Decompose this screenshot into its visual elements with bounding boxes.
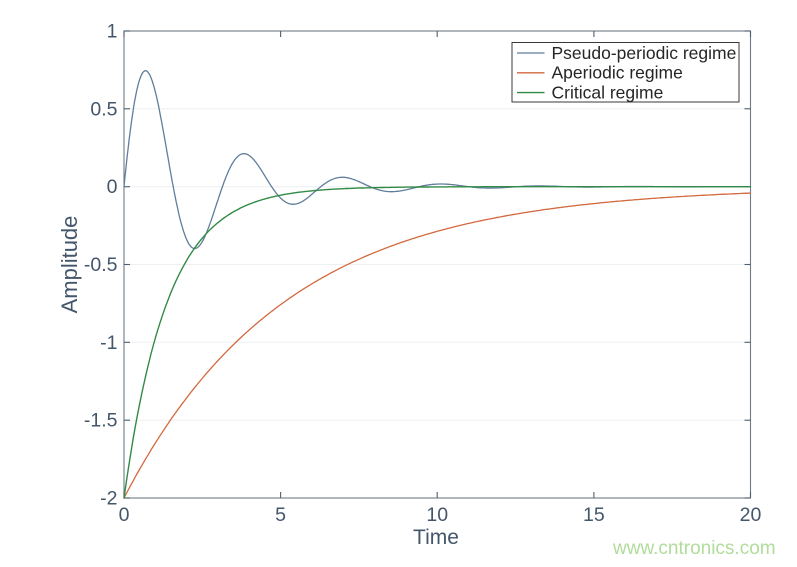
- svg-text:15: 15: [583, 504, 605, 526]
- svg-text:-2: -2: [100, 488, 117, 510]
- svg-text:Aperiodic regime: Aperiodic regime: [552, 63, 683, 83]
- svg-text:0: 0: [107, 176, 118, 198]
- svg-text:20: 20: [740, 504, 762, 526]
- svg-text:Pseudo-periodic regime: Pseudo-periodic regime: [552, 43, 737, 63]
- svg-text:0: 0: [119, 504, 130, 526]
- svg-text:1: 1: [107, 21, 118, 43]
- svg-text:5: 5: [275, 504, 286, 526]
- svg-text:Time: Time: [413, 526, 459, 549]
- svg-text:Amplitude: Amplitude: [57, 216, 82, 314]
- svg-text:Critical regime: Critical regime: [552, 82, 664, 102]
- svg-text:-1: -1: [100, 332, 117, 354]
- svg-text:10: 10: [426, 504, 448, 526]
- svg-text:-1.5: -1.5: [84, 410, 118, 432]
- svg-text:www.cntronics.com: www.cntronics.com: [612, 538, 776, 559]
- svg-text:0.5: 0.5: [90, 98, 117, 120]
- svg-text:-0.5: -0.5: [84, 254, 118, 276]
